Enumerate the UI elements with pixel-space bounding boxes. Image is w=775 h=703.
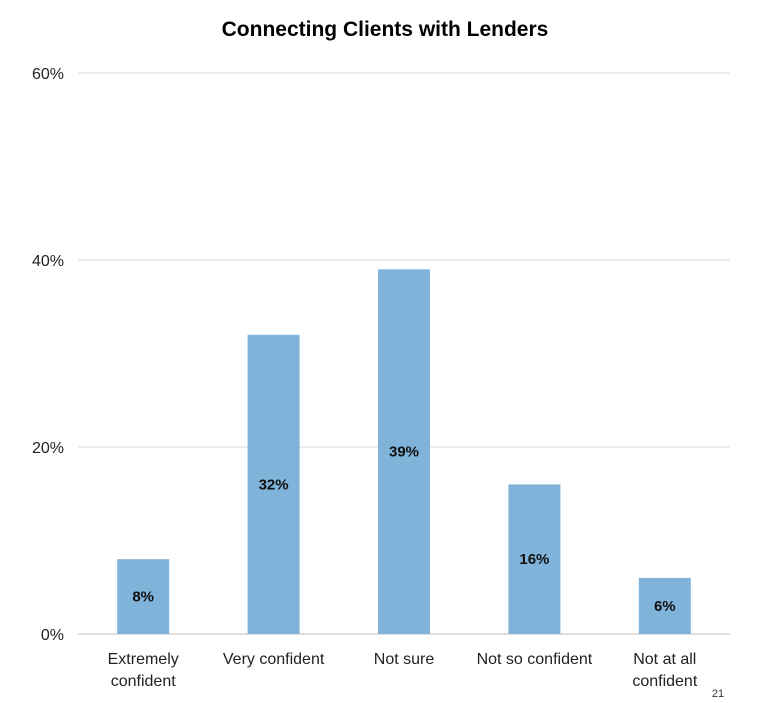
y-tick-label: 0%	[41, 627, 64, 644]
y-axis-ticks: 0% 20% 40% 60%	[32, 66, 64, 644]
bar	[508, 484, 561, 634]
bar	[117, 559, 170, 634]
category-label: Not at all confident	[632, 651, 697, 690]
bar	[378, 269, 430, 634]
chart-title: Connecting Clients with Lenders	[222, 18, 549, 41]
data-label: 32%	[259, 476, 289, 493]
bar	[638, 577, 691, 634]
category-label: Very confident	[223, 651, 325, 668]
x-axis-categories: Extremely confident Very confident Not sure…	[108, 651, 698, 690]
data-label: 8%	[132, 589, 154, 606]
page-number: 21	[712, 688, 724, 700]
category-label: Extremely confident	[108, 651, 179, 690]
y-tick-label: 20%	[32, 440, 64, 457]
data-label: 39%	[389, 444, 419, 461]
y-tick-label: 40%	[32, 253, 64, 270]
data-label: 16%	[519, 551, 549, 568]
data-labels: 8% 32% 39% 16% 6%	[132, 444, 675, 615]
category-label: Not so confident	[477, 651, 593, 668]
data-label: 6%	[654, 598, 676, 615]
bars	[117, 269, 691, 634]
bar	[247, 334, 300, 634]
y-tick-label: 60%	[32, 66, 64, 83]
category-label: Not sure	[374, 651, 435, 668]
